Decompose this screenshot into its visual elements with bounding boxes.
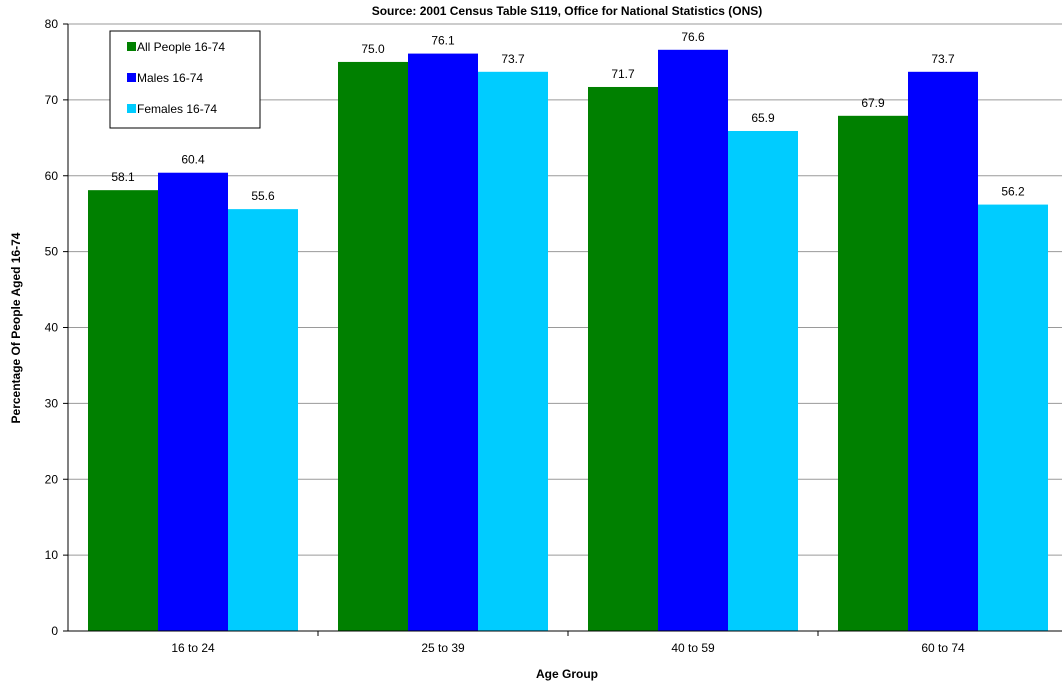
y-tick-label: 50: [45, 245, 59, 259]
axes: 0 10 20 30 40 50 60 70 80 16 to 24 25 to 39 40 to 5…: [45, 17, 1062, 655]
bar: [588, 86, 658, 631]
y-tick-label: 10: [45, 548, 59, 562]
x-tick-label: 16 to 24: [171, 641, 215, 655]
data-label: 75.0: [361, 42, 385, 56]
data-label: 71.7: [611, 67, 635, 81]
y-tick-label: 70: [45, 93, 59, 107]
legend-swatch: [127, 73, 136, 82]
y-tick-label: 40: [45, 321, 59, 335]
data-labels: 58.1 60.4 55.6 75.0 76.1 73.7 71.7 76.6 65.9 67.9…: [111, 30, 1025, 203]
bar: [88, 190, 158, 631]
legend-label: All People 16-74: [137, 40, 225, 54]
data-label: 73.7: [501, 52, 525, 66]
legend-swatch: [127, 42, 136, 51]
legend-label: Males 16-74: [137, 71, 203, 85]
data-label: 58.1: [111, 170, 135, 184]
y-tick-label: 80: [45, 17, 59, 31]
bar: [728, 130, 798, 631]
x-tick-label: 60 to 74: [921, 641, 965, 655]
bar: [408, 53, 478, 632]
bar: [838, 115, 908, 632]
legend-swatch: [127, 104, 136, 113]
legend: All People 16-74 Males 16-74 Females 16-74: [109, 30, 261, 129]
bar: [658, 49, 728, 632]
bar: [338, 61, 408, 631]
chart-subtitle: Source: 2001 Census Table S119, Office f…: [372, 4, 763, 18]
bars: [88, 49, 1048, 632]
y-tick-label: 30: [45, 396, 59, 410]
data-label: 56.2: [1001, 185, 1025, 199]
y-tick-label: 60: [45, 169, 59, 183]
x-tick-label: 25 to 39: [421, 641, 465, 655]
bar: [158, 172, 228, 631]
legend-label: Females 16-74: [137, 102, 217, 116]
y-tick-label: 20: [45, 472, 59, 486]
data-label: 67.9: [861, 96, 885, 110]
bar: [478, 71, 548, 631]
data-label: 55.6: [251, 189, 275, 203]
data-label: 76.6: [681, 30, 705, 44]
bar: [228, 209, 298, 631]
y-tick-label: 0: [51, 624, 58, 638]
data-label: 76.1: [431, 34, 455, 48]
y-axis-title: Percentage Of People Aged 16-74: [9, 232, 23, 423]
data-label: 60.4: [181, 153, 205, 167]
data-label: 65.9: [751, 111, 775, 125]
x-axis-title: Age Group: [536, 667, 598, 681]
data-label: 73.7: [931, 52, 955, 66]
bar: [908, 71, 978, 631]
bar: [978, 204, 1048, 631]
x-tick-label: 40 to 59: [671, 641, 715, 655]
